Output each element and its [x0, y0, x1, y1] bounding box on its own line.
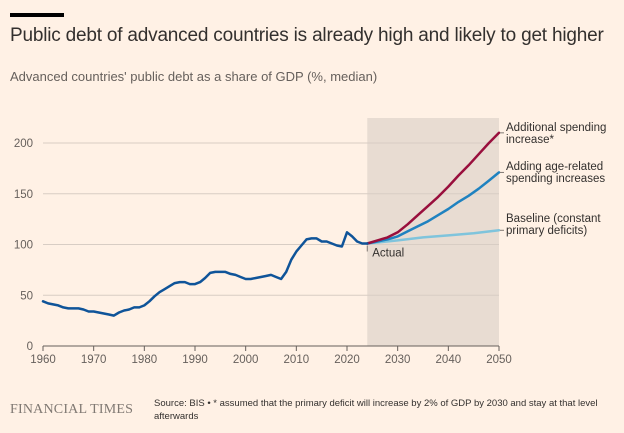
- series-adding-age-related-spending-increases: [366, 171, 501, 245]
- series-label: Additional spending increase*: [506, 122, 606, 146]
- series-label: Adding age-related spending increases: [506, 161, 605, 185]
- label-actual: Actual: [372, 247, 404, 259]
- series-label-line: Baseline (constant: [506, 213, 601, 225]
- series-label-line: primary deficits): [506, 225, 587, 237]
- series-label-line: increase*: [506, 134, 554, 146]
- x-tick-label: 1990: [182, 354, 208, 366]
- y-tick-label: 200: [14, 138, 33, 150]
- ft-top-rule: [10, 13, 64, 17]
- series-additional-spending-increase: [366, 131, 501, 245]
- chart-subtitle: Advanced countries' public debt as a sha…: [10, 69, 378, 84]
- series-label-line: Adding age-related: [506, 161, 603, 173]
- y-tick-label: 0: [27, 341, 33, 353]
- y-tick-label: 150: [14, 189, 33, 201]
- x-tick-label: 2020: [334, 354, 360, 366]
- series-label: Baseline (constant primary deficits): [506, 213, 601, 237]
- x-tick-label: 1960: [30, 354, 56, 366]
- y-tick-label: 100: [14, 240, 33, 252]
- x-tick-label: 2000: [233, 354, 259, 366]
- series-label-line: spending increases: [506, 173, 605, 185]
- x-tick-label: 2010: [284, 354, 310, 366]
- x-tick-label: 2030: [385, 354, 411, 366]
- y-tick-label: 50: [20, 290, 33, 302]
- series-label-line: Additional spending: [506, 122, 606, 134]
- ft-logo: FINANCIAL TIMES: [10, 402, 134, 417]
- chart-title: Public debt of advanced countries is alr…: [10, 25, 604, 46]
- series-actual: [41, 231, 369, 317]
- x-tick-label: 2050: [486, 354, 512, 366]
- x-tick-label: 1980: [132, 354, 158, 366]
- x-tick-label: 1970: [81, 354, 107, 366]
- x-tick-label: 2040: [436, 354, 462, 366]
- source-note: Source: BIS • * assumed that the primary…: [154, 398, 598, 422]
- series-baseline-constant-primary-deficits: [366, 229, 501, 245]
